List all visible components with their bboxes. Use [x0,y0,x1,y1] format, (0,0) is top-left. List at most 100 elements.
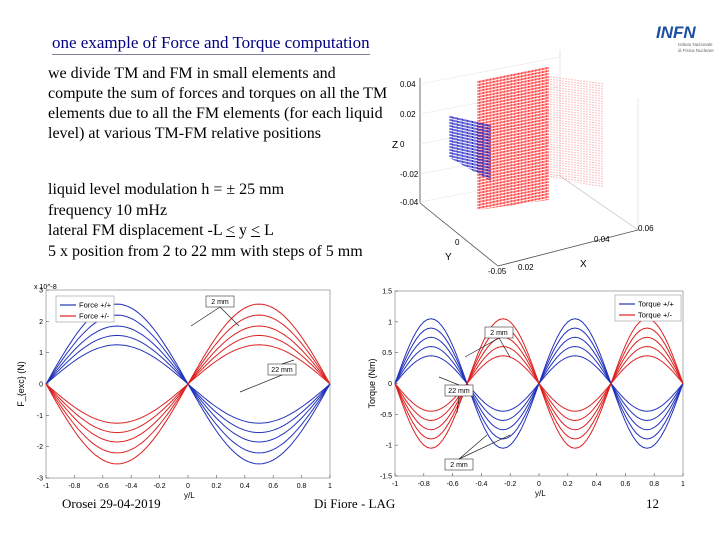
z-gridline [419,116,561,145]
series-1-curves [394,318,684,449]
x-tick-label: -0.4 [475,481,487,488]
y-tick-label: -3 [37,476,43,483]
annotation-arrow [458,434,488,460]
y-tick-label: -2 [37,444,43,451]
y-tick-label: -0.5 [380,412,392,419]
y-tick-label: 0 [455,238,460,247]
y-tick-label: 0 [39,382,43,389]
description-paragraph: we divide TM and FM in small elements an… [48,65,388,142]
annotation-label: 22 mm [271,367,293,374]
le-symbol-2: < [251,222,261,239]
series-curve [45,303,331,465]
z-tick-label: 0.02 [400,110,416,119]
annotation-arrow [498,337,511,358]
x-positions: 5 x position from 2 to 22 mm with steps … [48,242,363,260]
legend-label: Torque +/+ [638,300,674,309]
legend-box [614,294,682,322]
z-tick-label: -0.04 [400,198,419,207]
y-tick-label: 3 [39,288,43,295]
series-1-curves [45,303,331,465]
x-tick-label: -0.4 [125,483,137,490]
lateral-prefix: lateral FM displacement -L [48,222,227,239]
y-tick-label: 1 [39,350,43,357]
x-axis-label: y/L [535,489,546,498]
x-tick-label: 0.06 [638,224,654,233]
modulation-frequency: frequency 10 mHz [48,201,168,219]
x-tick-label: 0.2 [212,483,222,490]
annotation-arrow [438,376,460,386]
annotation-label: 2 mm [490,330,508,337]
le-symbol-1: < [226,222,236,239]
logo-name: INFN [656,23,696,42]
x-tick-label: 0 [186,483,190,490]
modulation-list: liquid level modulation h = ± 25 mm freq… [48,180,393,262]
y-tick-label: 1 [388,319,392,326]
footer-page-number: 12 [646,496,659,511]
y-tick-label: 1.5 [382,289,392,296]
torque-plot: -1 -0.8 -0.6 -0.4 -0.2 0 0.2 0.4 0.6 0.8 1 1.5 1 0.5 0… [367,289,685,499]
x-tick-label: -0.2 [154,483,166,490]
z-gridline [419,86,561,115]
x-tick-label: -1 [43,483,49,490]
logo-line1: Istituto Nazionale [678,42,713,47]
x-tick-label: 0.04 [594,235,610,244]
y-tick-label: -1.5 [380,474,392,481]
footer-author: Di Fiore - LAG [314,496,396,511]
logo-line2: di Fisica Nucleare [678,48,714,53]
x-tick-label: -0.6 [97,483,109,490]
lateral-suffix: L [260,222,274,239]
annotation-arrow [239,374,283,393]
x-tick-label: -1 [392,481,398,488]
infn-logo: INFN Istituto Nazionale di Fisica Nuclea… [656,23,714,53]
annotation-arrow [464,337,500,358]
floor-grid [419,175,639,267]
x-tick-label: -0.6 [447,481,459,488]
annotation-label: 2 mm [211,299,229,306]
z-tick-label: 0.04 [400,80,416,89]
annotation-arrow [458,434,511,460]
annotation-label: 2 mm [450,462,468,469]
y-tick-label: 0.5 [382,350,392,357]
annotation-arrow [456,395,460,414]
slide-title: one example of Force and Torque computat… [52,33,370,55]
z-gridline [419,146,561,175]
annotation-arrow [281,359,295,365]
legend-box [55,295,115,323]
z-axis-label: Z [392,140,398,151]
y-axis-label: Y [445,252,452,263]
x-tick-label: 1 [328,483,332,490]
x-tick-label: 0.6 [621,481,631,488]
annotation-arrow [190,306,221,327]
x-tick-label: -0.2 [504,481,516,488]
x-tick-label: 1 [681,481,685,488]
y-axis [419,202,499,267]
fm-elements [477,67,549,210]
y-tick-label: -1 [37,413,43,420]
x-tick-label: -0.8 [418,481,430,488]
y-tick-label: 0 [388,381,392,388]
legend-label: Torque +/- [638,311,672,320]
footer-date: Orosei 29-04-2019 [62,496,161,511]
x-tick-label: 0.8 [649,481,659,488]
z-tick-label: 0 [400,140,405,149]
box-edges [419,50,639,230]
y-tick-label: -0.05 [488,267,507,275]
z-gridline [419,174,561,203]
x-axis-label: y/L [184,491,195,500]
y-exponent-label: x 10^-8 [34,284,57,291]
y-tick-label: -1 [386,443,392,450]
x-tick-label: 0.6 [268,483,278,490]
x-axis [497,229,639,267]
modulation-amplitude: liquid level modulation h = ± 25 mm [48,181,285,198]
fm-elements-back [547,76,603,187]
series-curve [394,318,684,449]
legend-label: Force +/+ [79,301,112,310]
z-gridline [419,56,561,85]
annotation-arrow [219,306,240,327]
lateral-mid: y [235,222,252,239]
lateral-displacement: lateral FM displacement -L < y < L [48,221,393,242]
x-tick-label: -0.8 [68,483,80,490]
x-axis-label: X [580,259,587,270]
x-tick-label: 0.8 [297,483,307,490]
